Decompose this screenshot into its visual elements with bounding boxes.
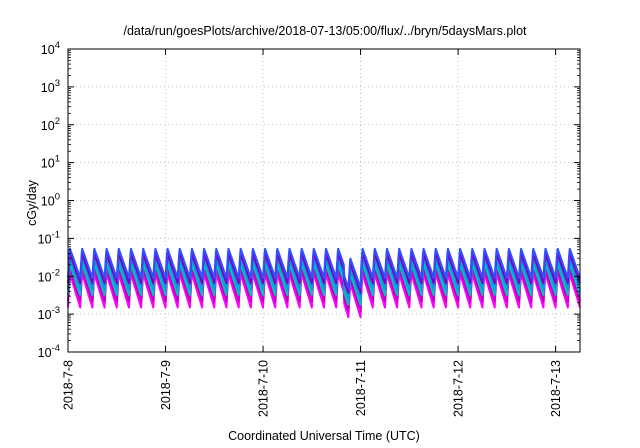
x-tick-label: 2018-7-11	[354, 360, 368, 416]
series-line-4	[67, 257, 581, 301]
x-tick-label: 2018-7-8	[62, 360, 76, 410]
y-tick-label: 102	[41, 116, 60, 133]
series-line-2	[67, 268, 581, 312]
y-tick-labels: 10-4 10-3 10-2 10-1 100 101 102 103 104	[38, 40, 60, 360]
axes	[67, 48, 581, 353]
x-axis-label: Coordinated Universal Time (UTC)	[228, 429, 420, 443]
x-tick-label: 2018-7-13	[549, 360, 563, 417]
y-tick-label: 10-1	[38, 229, 60, 246]
y-tick-label: 10-4	[38, 343, 60, 360]
series-layer	[67, 247, 581, 319]
y-tick-label: 101	[41, 154, 60, 171]
x-tick-label: 2018-7-12	[452, 360, 466, 417]
plot-frame	[67, 48, 581, 353]
y-tick-label: 100	[41, 192, 60, 209]
y-tick-label: 104	[41, 40, 60, 57]
x-tick-label: 2018-7-9	[159, 360, 173, 410]
series-line-1	[67, 272, 581, 319]
chart-title: /data/run/goesPlots/archive/2018-07-13/0…	[123, 24, 527, 38]
y-axis-label: cGy/day	[25, 179, 39, 226]
series-line-6	[67, 247, 581, 289]
y-tick-label: 10-2	[38, 267, 60, 284]
x-tick-label: 2018-7-10	[257, 360, 271, 417]
y-tick-label: 103	[41, 78, 60, 95]
series-line-3	[67, 262, 581, 306]
y-tick-label: 10-3	[38, 305, 60, 322]
x-tick-labels: 2018-7-8 2018-7-9 2018-7-10 2018-7-11 2018-7…	[62, 360, 564, 417]
series-line-5	[67, 253, 581, 295]
